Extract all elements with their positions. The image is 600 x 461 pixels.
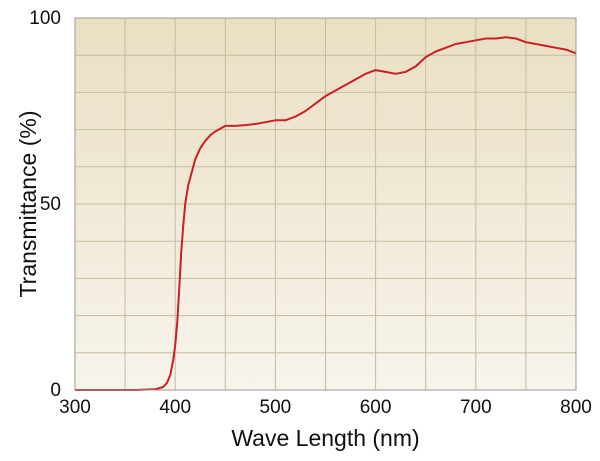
x-tick-label: 800	[560, 397, 592, 418]
x-tick-label: 400	[159, 397, 191, 418]
grid-lines	[75, 18, 576, 390]
y-tick-label: 100	[29, 8, 61, 29]
x-tick-label: 700	[460, 397, 492, 418]
y-tick-label: 50	[40, 194, 61, 215]
y-tick-label: 0	[50, 380, 61, 401]
plot-frame	[74, 17, 577, 391]
x-axis-title: Wave Length (nm)	[231, 425, 419, 451]
x-tick-label: 600	[360, 397, 392, 418]
series-layer	[75, 36, 577, 391]
y-axis-title: Transmittance (%)	[15, 110, 41, 297]
tick-labels: 300 400 500 600 700 800 0 50 100	[29, 8, 592, 418]
series-line	[75, 36, 577, 391]
x-tick-label: 500	[260, 397, 292, 418]
x-tick-label: 300	[59, 397, 91, 418]
